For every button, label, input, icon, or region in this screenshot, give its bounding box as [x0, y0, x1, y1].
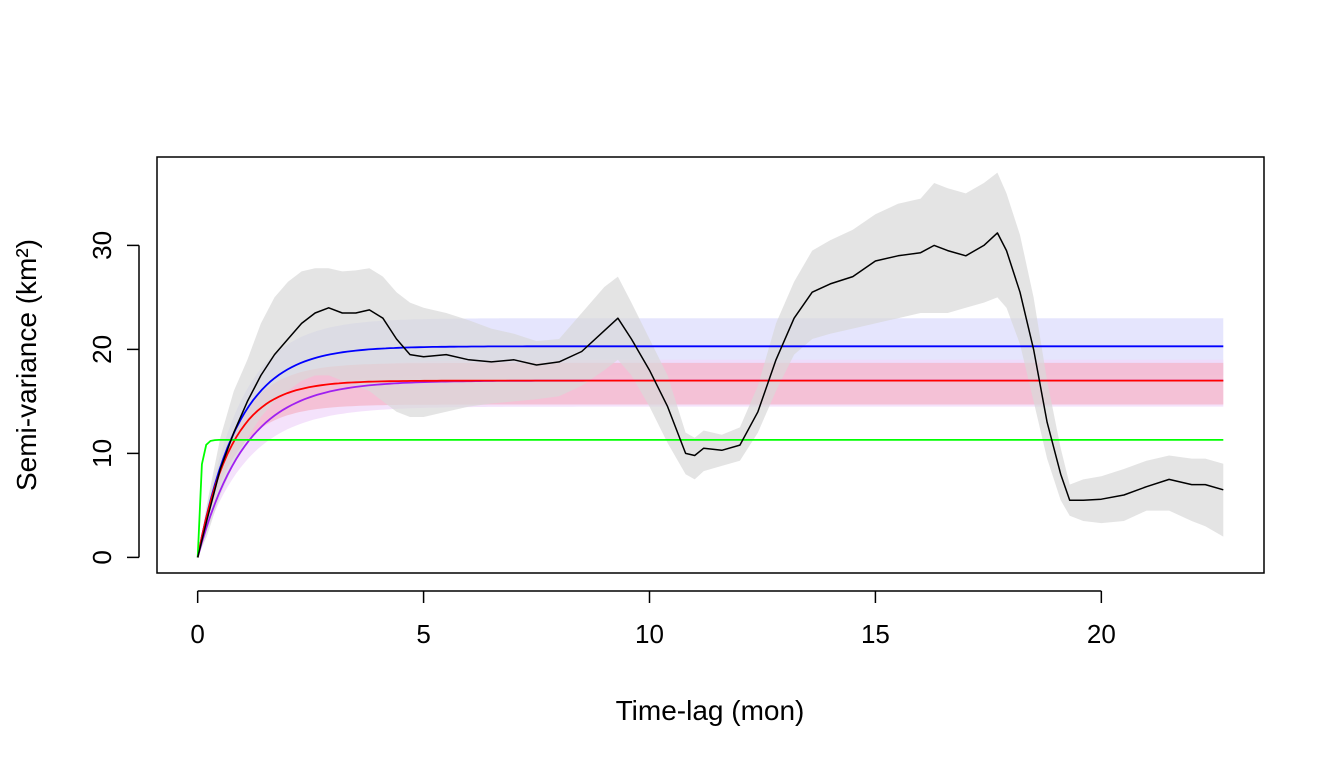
x-tick-label: 15 — [861, 619, 890, 649]
y-tick-label: 0 — [87, 550, 117, 564]
y-tick-label: 30 — [87, 231, 117, 260]
y-axis-title: Semi-variance (km²) — [11, 239, 42, 491]
y-tick-label: 10 — [87, 439, 117, 468]
x-tick-label: 0 — [190, 619, 204, 649]
confidence-bands — [197, 172, 1224, 558]
x-axis-title: Time-lag (mon) — [616, 695, 805, 726]
empirical-band — [197, 172, 1224, 558]
plot-frame — [156, 156, 1265, 574]
fit-line-2 — [196, 379, 1224, 558]
y-tick-label: 20 — [87, 335, 117, 364]
series-lines — [196, 232, 1224, 558]
fit-line-0 — [196, 345, 1224, 558]
y-axis: 0 10 20 30 — [87, 231, 140, 565]
x-tick-label: 5 — [416, 619, 430, 649]
x-tick-label: 10 — [635, 619, 664, 649]
fit-band-2 — [197, 362, 1224, 558]
x-tick-label: 20 — [1087, 619, 1116, 649]
empirical-line — [196, 232, 1224, 558]
x-axis: 0 5 10 15 20 — [190, 590, 1116, 649]
